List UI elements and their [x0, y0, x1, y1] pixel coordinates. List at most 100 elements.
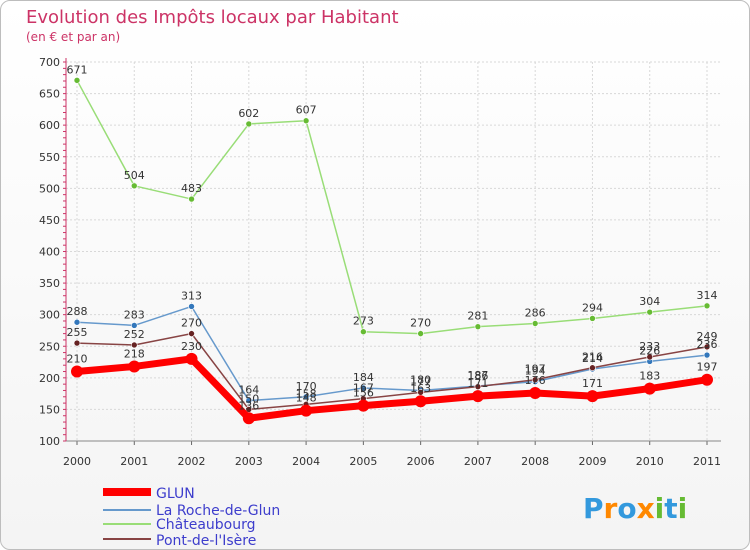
data-label-chateaubourg: 504 [124, 169, 145, 182]
data-label-pont-de-l-isere: 177 [410, 375, 431, 388]
series-line-glun [76, 355, 708, 422]
chart-subtitle: (en € et par an) [26, 30, 120, 44]
data-label-la-roche-de-glun: 184 [353, 371, 374, 384]
point-pont-de-l-isere [188, 330, 195, 337]
data-label-glun: 210 [67, 353, 88, 366]
x-tick-label: 2011 [693, 455, 721, 468]
data-label-la-roche-de-glun: 170 [296, 380, 317, 393]
data-label-la-roche-de-glun: 194 [525, 365, 546, 378]
data-label-chateaubourg: 607 [296, 104, 317, 117]
data-label-chateaubourg: 304 [639, 295, 660, 308]
axes: 100 150 200 250 300 350 400 450 500 550 600 650 700 2… [39, 56, 721, 468]
data-label-pont-de-l-isere: 150 [238, 392, 259, 405]
data-label-pont-de-l-isere: 233 [639, 340, 660, 353]
point-pont-de-l-isere [703, 343, 711, 351]
y-tick-label: 450 [39, 214, 60, 227]
data-label-glun: 163 [410, 382, 431, 395]
legend-label-pont-de-l-isere: Pont-de-l'Isère [156, 533, 256, 549]
series-line-chateaubourg [76, 79, 708, 335]
data-label-pont-de-l-isere: 252 [124, 328, 145, 341]
data-label-pont-de-l-isere: 216 [582, 351, 603, 364]
legend-label-glun: GLUN [156, 486, 195, 502]
y-tick-label: 150 [39, 403, 60, 416]
x-tick-label: 2004 [292, 455, 320, 468]
data-label-chateaubourg: 273 [353, 315, 374, 328]
series-layer [71, 77, 713, 425]
y-tick-label: 550 [39, 151, 60, 164]
y-tick-label: 600 [39, 119, 60, 132]
series-line-la-roche-de-glun [76, 305, 708, 402]
data-label-la-roche-de-glun: 226 [639, 344, 660, 357]
point-pont-de-l-isere [474, 383, 482, 390]
y-tick-label: 500 [39, 182, 60, 195]
data-label-pont-de-l-isere: 197 [525, 363, 546, 376]
point-la-roche-de-glun [130, 322, 138, 329]
x-tick-label: 2002 [178, 455, 206, 468]
point-chateaubourg [589, 315, 596, 322]
point-la-roche-de-glun [188, 303, 195, 310]
point-pont-de-l-isere [130, 341, 138, 349]
point-glun [300, 404, 313, 417]
gridlines [66, 61, 721, 442]
point-glun [643, 382, 656, 395]
x-tick-label: 2001 [120, 455, 148, 468]
y-tick-label: 200 [39, 372, 60, 385]
y-tick-label: 100 [39, 435, 60, 448]
data-label-pont-de-l-isere: 186 [467, 370, 488, 383]
point-la-roche-de-glun [245, 397, 253, 404]
point-chateaubourg [245, 120, 253, 128]
point-glun [414, 395, 427, 408]
point-glun [242, 412, 255, 425]
x-tick-label: 2006 [407, 455, 435, 468]
data-label-glun: 176 [525, 374, 546, 387]
x-tick-label: 2009 [578, 455, 606, 468]
data-label-pont-de-l-isere: 167 [353, 382, 374, 395]
x-tick-label: 2000 [63, 455, 91, 468]
legend-label-chateaubourg: Châteaubourg [156, 517, 256, 533]
y-tick-label: 400 [39, 246, 60, 259]
data-label-la-roche-de-glun: 214 [582, 352, 603, 365]
data-label-chateaubourg: 314 [697, 289, 718, 302]
point-la-roche-de-glun [360, 384, 367, 392]
series-glun [71, 352, 713, 425]
data-label-la-roche-de-glun: 180 [410, 373, 431, 386]
y-tick-label: 300 [39, 309, 60, 322]
data-label-pont-de-l-isere: 158 [296, 387, 317, 400]
data-label-glun: 183 [639, 370, 660, 383]
point-chateaubourg [302, 117, 310, 125]
data-label-glun: 156 [353, 387, 374, 400]
data-label-glun: 230 [181, 340, 202, 353]
y-tick-label: 650 [39, 88, 60, 101]
y-tick-label: 250 [39, 340, 60, 353]
data-label-chateaubourg: 270 [410, 317, 431, 330]
data-label-la-roche-de-glun: 236 [697, 338, 718, 351]
data-label-chateaubourg: 483 [181, 182, 202, 195]
data-label-la-roche-de-glun: 283 [124, 308, 145, 321]
legend-swatch-glun [103, 488, 151, 496]
legend-label-la-roche-de-glun: La Roche-de-Glun [156, 503, 280, 519]
data-label-la-roche-de-glun: 164 [238, 384, 259, 397]
point-pont-de-l-isere [73, 339, 81, 347]
point-glun [185, 352, 198, 365]
y-tick-label: 700 [39, 56, 60, 69]
point-glun [586, 390, 599, 403]
x-tick-label: 2008 [521, 455, 549, 468]
point-chateaubourg [703, 302, 711, 310]
point-chateaubourg [646, 308, 654, 316]
point-glun [357, 399, 370, 412]
point-glun [71, 365, 83, 378]
point-pont-de-l-isere [531, 376, 539, 384]
legend-swatch-pont-de-l-isere [103, 538, 151, 540]
point-chateaubourg [188, 195, 195, 203]
point-la-roche-de-glun [703, 351, 711, 359]
data-label-chateaubourg: 602 [238, 107, 259, 120]
data-label-chateaubourg: 294 [582, 301, 603, 314]
data-label-la-roche-de-glun: 187 [467, 369, 488, 382]
legend-swatch-la-roche-de-glun [103, 509, 151, 511]
data-label-chateaubourg: 671 [67, 63, 88, 76]
data-label-pont-de-l-isere: 270 [181, 317, 202, 330]
x-tick-label: 2003 [235, 455, 263, 468]
data-label-la-roche-de-glun: 313 [181, 289, 202, 302]
